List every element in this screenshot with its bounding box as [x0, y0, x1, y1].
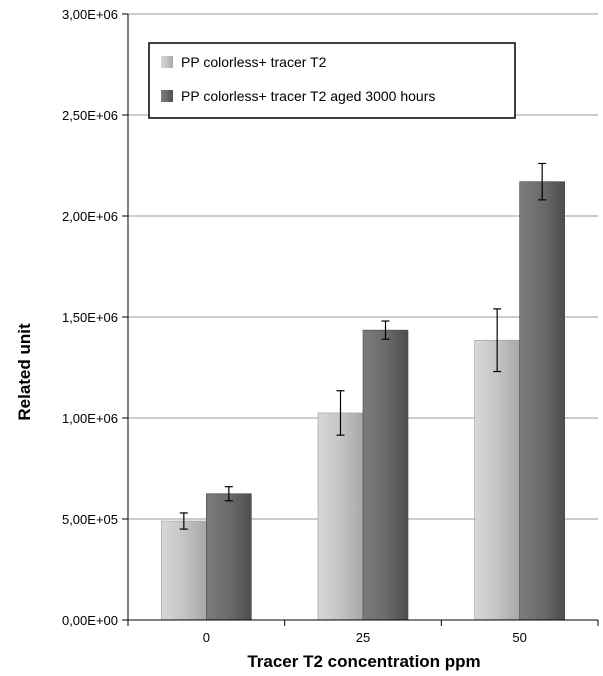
tick-labels: 0,00E+00 5,00E+05 1,00E+06 1,50E+06 2,00E+06… — [62, 7, 527, 645]
error-bar-series2-50 — [538, 162, 547, 201]
legend-label-series-1: PP colorless+ tracer T2 — [181, 54, 327, 70]
bar-series1-0 — [161, 520, 207, 621]
y-tick-label-3: 1,50E+06 — [62, 310, 118, 325]
y-tick-label-2: 1,00E+06 — [62, 411, 118, 426]
error-bar-series2-25 — [381, 320, 390, 340]
y-tick-label-4: 2,00E+06 — [62, 209, 118, 224]
y-tick-label-1: 5,00E+05 — [62, 512, 118, 527]
error-bar-series1-25 — [336, 390, 345, 436]
error-bar-series1-0 — [179, 512, 188, 530]
legend-box — [148, 42, 516, 119]
legend-label-series-2: PP colorless+ tracer T2 aged 3000 hours — [181, 88, 435, 104]
bar-series1-50 — [474, 339, 520, 621]
legend-swatch-series-2 — [161, 90, 173, 102]
error-bar-series1-50 — [493, 308, 502, 373]
y-tick-label-5: 2,50E+06 — [62, 108, 118, 123]
legend-swatch-series-1 — [161, 56, 173, 68]
error-bars — [179, 162, 547, 530]
error-bar-series2-0 — [224, 486, 233, 502]
axes — [122, 13, 599, 626]
bar-series2-25 — [362, 329, 409, 621]
bar-series1-25 — [317, 412, 364, 621]
bar-series2-50 — [519, 181, 565, 621]
y-tick-label-0: 0,00E+00 — [62, 613, 118, 628]
x-axis-title: Tracer T2 concentration ppm — [247, 652, 480, 671]
legend: PP colorless+ tracer T2 PP colorless+ tr… — [148, 42, 516, 119]
x-tick-label-0: 0 — [203, 630, 210, 645]
bars — [161, 181, 565, 621]
y-tick-label-6: 3,00E+06 — [62, 7, 118, 22]
y-axis-title: Related unit — [15, 323, 34, 421]
x-tick-label-25: 25 — [356, 630, 370, 645]
x-tick-label-50: 50 — [512, 630, 526, 645]
bar-series2-0 — [206, 493, 252, 621]
